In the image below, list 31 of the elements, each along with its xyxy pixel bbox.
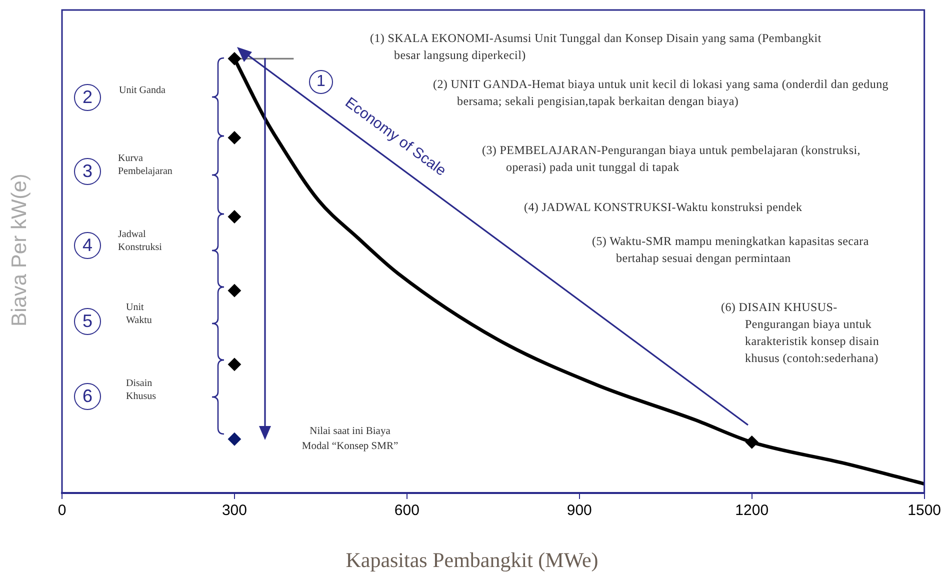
point [228, 358, 241, 371]
point [228, 284, 241, 298]
annotation: Unit Waktu [126, 301, 153, 327]
annotation: 4 [74, 232, 101, 259]
annotation: Jadwal Konstruksi [118, 228, 163, 254]
annotation: Disain Khusus [126, 377, 158, 403]
annotation: 5 [74, 308, 101, 335]
annotation: 6 [74, 383, 101, 410]
annotation: (3) PEMBELAJARAN-Pengurangan biaya untuk pembelajaran (konstruksi, operasi) pada unit tunggal di tapak [482, 142, 862, 176]
annotation: 2 [74, 84, 101, 111]
x-tick-label: 0 [58, 502, 66, 520]
annotation: (6) DISAIN KHUSUS-Pengurangan biaya untuk karakteristik konsep disain khusus (contoh:sederhana) [721, 299, 880, 367]
annotation: (2) UNIT GANDA-Hemat biaya untuk unit kecil di lokasi yang sama (onderdil dan gedung bersama; sekali pengisian,tapak berkaitan dengan biaya) [433, 77, 888, 108]
annotation: (4) JADWAL KONSTRUKSI-Waktu konstruksi pendek [524, 199, 804, 216]
point [228, 210, 241, 224]
annotation: (5) Waktu-SMR mampu meningkatkan kapasitas secara bertahap sesuai dengan permintaan [592, 233, 870, 267]
x-tick-label: 900 [566, 502, 592, 520]
x-tick-label: 600 [394, 502, 420, 520]
annotation: Kurva Pembelajaran [118, 152, 174, 178]
x-tick-label: 1500 [908, 502, 942, 520]
annotation: (1) SKALA EKONOMI-Asumsi Unit Tunggal dan Konsep Disain yang sama (Pembangkit besar langsung diperkecil) [370, 30, 822, 64]
annotation: 3 [74, 158, 101, 185]
x-tick-label: 1200 [735, 502, 769, 520]
annotation: Nilai saat ini Biaya Modal “Konsep SMR” [300, 425, 400, 454]
annotation: 1 [309, 70, 333, 94]
x-tick-label: 300 [222, 502, 247, 520]
x-axis-title: Kapasitas Pembangkit (MWe) [344, 548, 600, 573]
point [228, 131, 241, 144]
annotation: Unit Ganda [119, 84, 166, 97]
point [228, 432, 241, 446]
y-axis-title: Biava Per kW(e) [8, 174, 32, 326]
